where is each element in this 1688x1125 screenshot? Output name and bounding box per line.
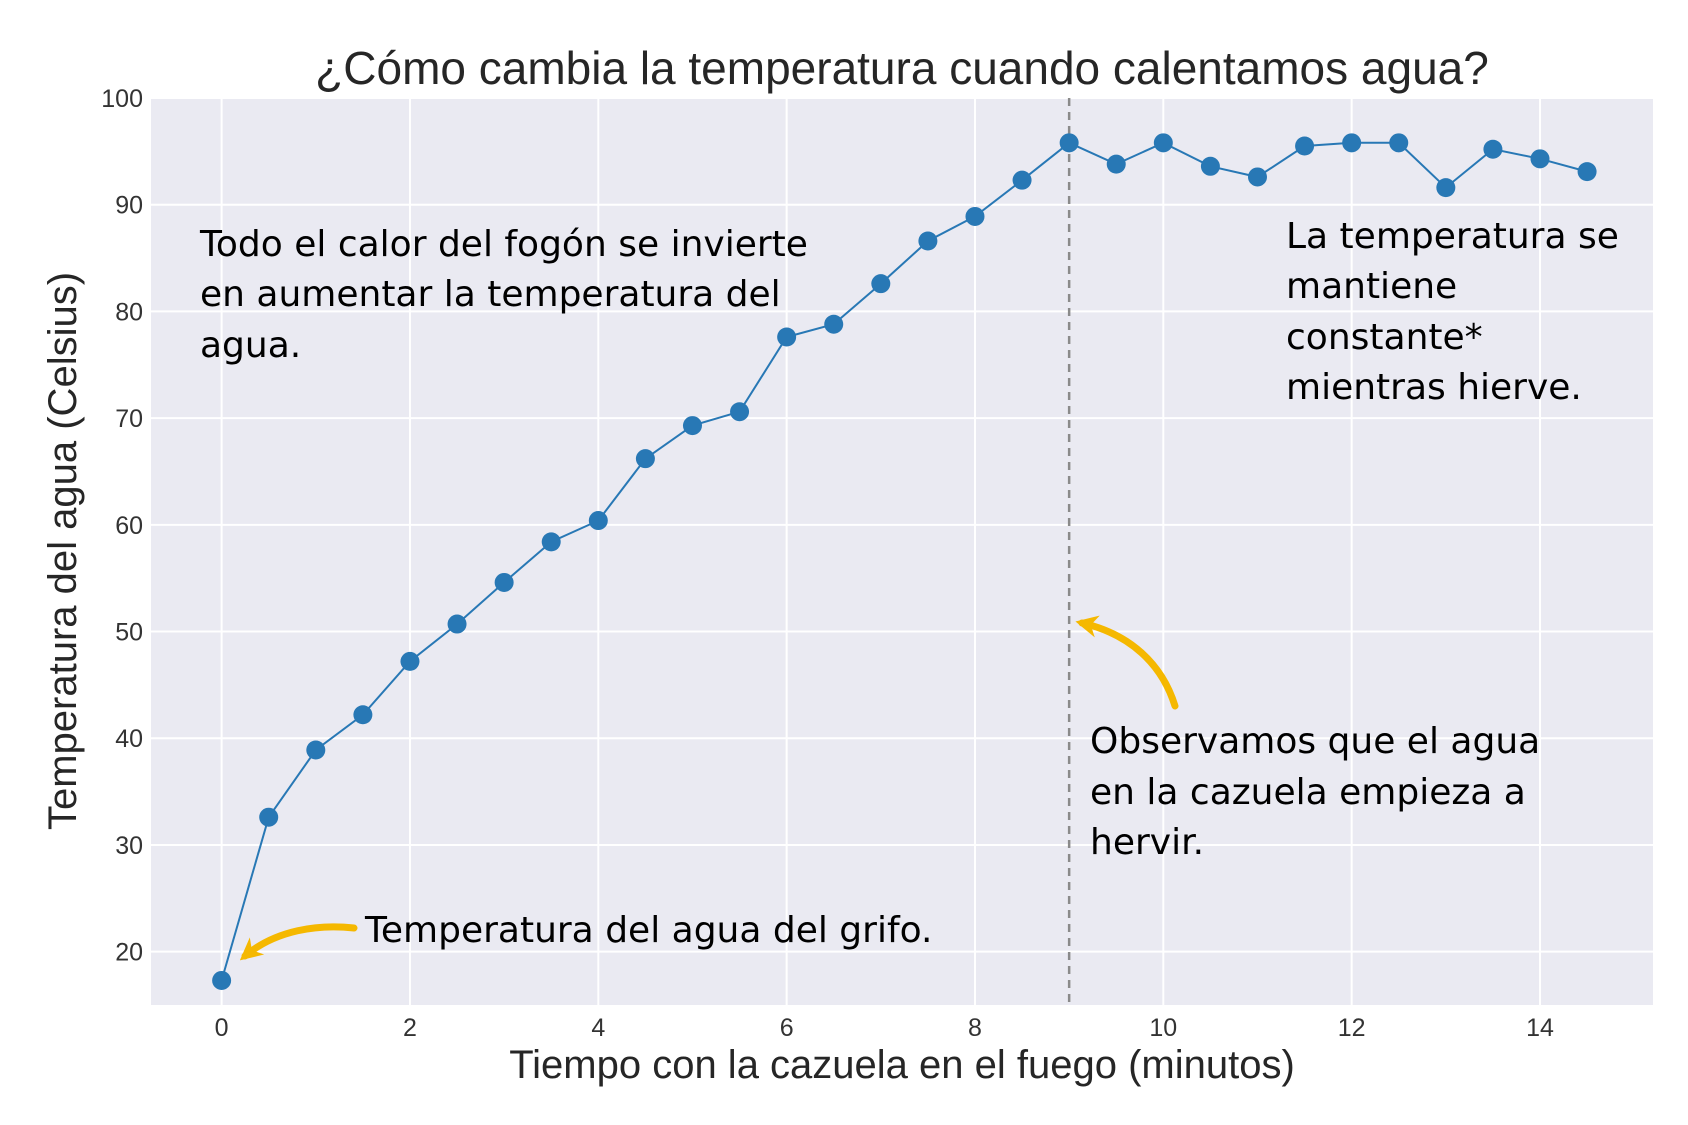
- data-point: [1483, 139, 1503, 159]
- y-tick-label: 100: [101, 85, 143, 113]
- y-tick-label: 40: [115, 725, 143, 753]
- y-tick-label: 70: [115, 405, 143, 433]
- x-tick-label: 4: [591, 1014, 605, 1042]
- annotation-constant-line-2: mantiene: [1286, 266, 1457, 307]
- y-tick-label: 60: [115, 512, 143, 540]
- annotation-boiling-line-2: en la cazuela empieza a: [1090, 772, 1526, 813]
- y-axis-label: Temperatura del agua (Celsius): [41, 272, 85, 830]
- x-axis-label: Tiempo con la cazuela en el fuego (minut…: [509, 1043, 1295, 1087]
- data-point: [871, 274, 891, 294]
- data-point: [730, 402, 750, 422]
- data-point: [306, 740, 326, 760]
- data-point: [1247, 167, 1267, 187]
- grid-lines: [151, 97, 1653, 1005]
- y-tick-label: 50: [115, 619, 143, 647]
- data-point: [824, 314, 844, 334]
- data-point: [1200, 156, 1220, 176]
- data-point: [1342, 133, 1362, 153]
- annotation-tap-water-line-1: Temperatura del agua del grifo.: [364, 910, 932, 951]
- y-tick-label: 90: [115, 192, 143, 220]
- annotation-constant-line-3: constante*: [1286, 317, 1483, 358]
- x-tick-label: 8: [968, 1014, 982, 1042]
- arrow-tap-water-icon: [239, 923, 358, 961]
- annotation-boiling: Observamos que el agua en la cazuela emp…: [1090, 721, 1552, 863]
- data-point: [447, 614, 467, 634]
- data-point: [1106, 154, 1126, 174]
- annotation-constant: La temperatura se mantiene constante* mi…: [1286, 216, 1630, 408]
- x-tick-label: 6: [780, 1014, 794, 1042]
- data-point: [494, 572, 514, 592]
- x-tick-label: 0: [215, 1014, 229, 1042]
- y-tick-label: 30: [115, 832, 143, 860]
- annotation-boiling-line-1: Observamos que el agua: [1090, 721, 1540, 762]
- annotation-constant-line-1: La temperatura se: [1286, 216, 1619, 257]
- data-point: [212, 970, 232, 990]
- annotation-heating-line-2: en aumentar la temperatura del: [200, 274, 781, 315]
- annotation-tap-water: Temperatura del agua del grifo.: [364, 910, 932, 951]
- x-tick-label: 2: [403, 1014, 417, 1042]
- series-group: [212, 133, 1597, 990]
- data-point: [1436, 178, 1456, 198]
- data-point: [1389, 133, 1409, 153]
- chart-title: ¿Cómo cambia la temperatura cuando calen…: [315, 42, 1489, 94]
- data-point: [1295, 136, 1315, 156]
- data-point: [1059, 133, 1079, 153]
- arrow-boiling-icon: [1075, 615, 1179, 710]
- y-tick-label: 20: [115, 939, 143, 967]
- annotation-heating: Todo el calor del fogón se invierte en a…: [199, 224, 819, 366]
- y-tick-labels: 20 30 40 50 60 70 80 90 100: [101, 85, 143, 967]
- plot-background: [151, 98, 1653, 1005]
- x-tick-labels: 0 2 4 6 8 10 12 14: [215, 1014, 1554, 1042]
- annotation-constant-line-4: mientras hierve.: [1286, 367, 1582, 408]
- data-point: [635, 449, 655, 469]
- data-point: [541, 532, 561, 552]
- data-point: [1012, 170, 1032, 190]
- data-point: [918, 231, 938, 251]
- data-point: [588, 511, 608, 531]
- x-tick-label: 12: [1338, 1014, 1366, 1042]
- data-point: [682, 416, 702, 436]
- data-point: [777, 327, 797, 347]
- annotation-heating-line-1: Todo el calor del fogón se invierte: [199, 224, 808, 265]
- data-point: [1530, 149, 1550, 169]
- y-tick-label: 80: [115, 298, 143, 326]
- data-point: [965, 206, 985, 226]
- data-point: [353, 705, 373, 725]
- annotation-heating-line-3: agua.: [200, 325, 301, 366]
- data-point: [259, 807, 279, 827]
- data-point: [400, 651, 420, 671]
- x-tick-label: 10: [1149, 1014, 1177, 1042]
- data-point: [1577, 162, 1597, 182]
- annotation-boiling-line-3: hervir.: [1090, 822, 1204, 863]
- x-tick-label: 14: [1526, 1014, 1554, 1042]
- data-point: [1153, 133, 1173, 153]
